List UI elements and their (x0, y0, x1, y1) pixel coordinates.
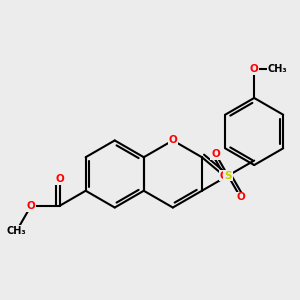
Text: S: S (224, 171, 232, 181)
Text: O: O (250, 64, 259, 74)
Text: CH₃: CH₃ (268, 64, 287, 74)
Text: O: O (169, 135, 177, 146)
Text: O: O (211, 149, 220, 159)
Text: O: O (236, 192, 245, 203)
Text: O: O (27, 201, 35, 211)
Text: CH₃: CH₃ (7, 226, 27, 236)
Text: O: O (219, 170, 228, 181)
Text: O: O (55, 174, 64, 184)
